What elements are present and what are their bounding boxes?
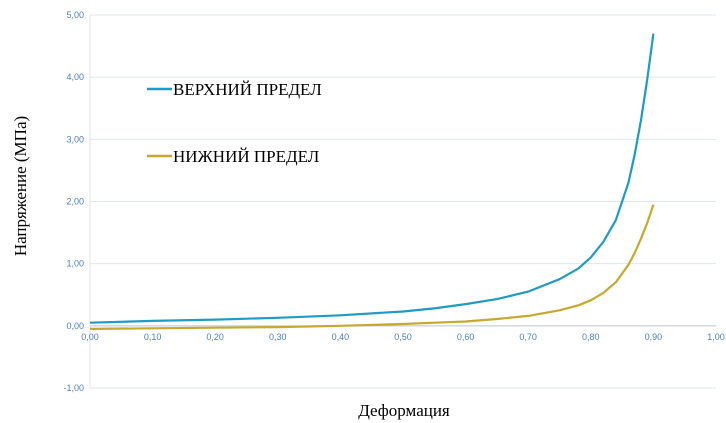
y-tick-label: 2,00 bbox=[66, 197, 84, 207]
x-axis-title: Деформация bbox=[358, 401, 450, 420]
x-tick-label: 0,70 bbox=[519, 332, 537, 342]
x-tick-label: 0,20 bbox=[206, 332, 224, 342]
y-tick-label: 4,00 bbox=[66, 72, 84, 82]
x-tick-label: 1,00 bbox=[707, 332, 725, 342]
x-tick-label: 0,30 bbox=[269, 332, 287, 342]
x-tick-label: 0,40 bbox=[332, 332, 350, 342]
x-tick-label: 0,10 bbox=[144, 332, 162, 342]
y-axis-title: Напряжение (МПа) bbox=[11, 116, 30, 256]
x-tick-label: 0,80 bbox=[582, 332, 600, 342]
series-line-1 bbox=[89, 33, 655, 324]
y-tick-label: 3,00 bbox=[66, 134, 84, 144]
y-tick-label: 5,00 bbox=[66, 10, 84, 20]
x-tick-label: 0,50 bbox=[394, 332, 412, 342]
legend: ВЕРХНИЙ ПРЕДЕЛ НИЖНИЙ ПРЕДЕЛ bbox=[147, 80, 322, 166]
y-tick-label: -1,00 bbox=[63, 383, 84, 393]
tick-labels: -1,00 0,00 1,00 2,00 3,00 4,00 5,00 0,00 0,10 0,2… bbox=[63, 10, 724, 393]
y-tick-label: 1,00 bbox=[66, 259, 84, 269]
series-layer bbox=[89, 33, 655, 330]
legend-label-2: НИЖНИЙ ПРЕДЕЛ bbox=[173, 147, 320, 166]
x-tick-label: 0,90 bbox=[645, 332, 663, 342]
axes bbox=[89, 15, 716, 388]
legend-label-1: ВЕРХНИЙ ПРЕДЕЛ bbox=[173, 80, 322, 99]
x-tick-label: 0,00 bbox=[81, 332, 99, 342]
y-tick-label: 0,00 bbox=[66, 321, 84, 331]
grid bbox=[90, 14, 716, 389]
x-tick-label: 0,60 bbox=[457, 332, 475, 342]
series-line-2 bbox=[89, 204, 655, 330]
